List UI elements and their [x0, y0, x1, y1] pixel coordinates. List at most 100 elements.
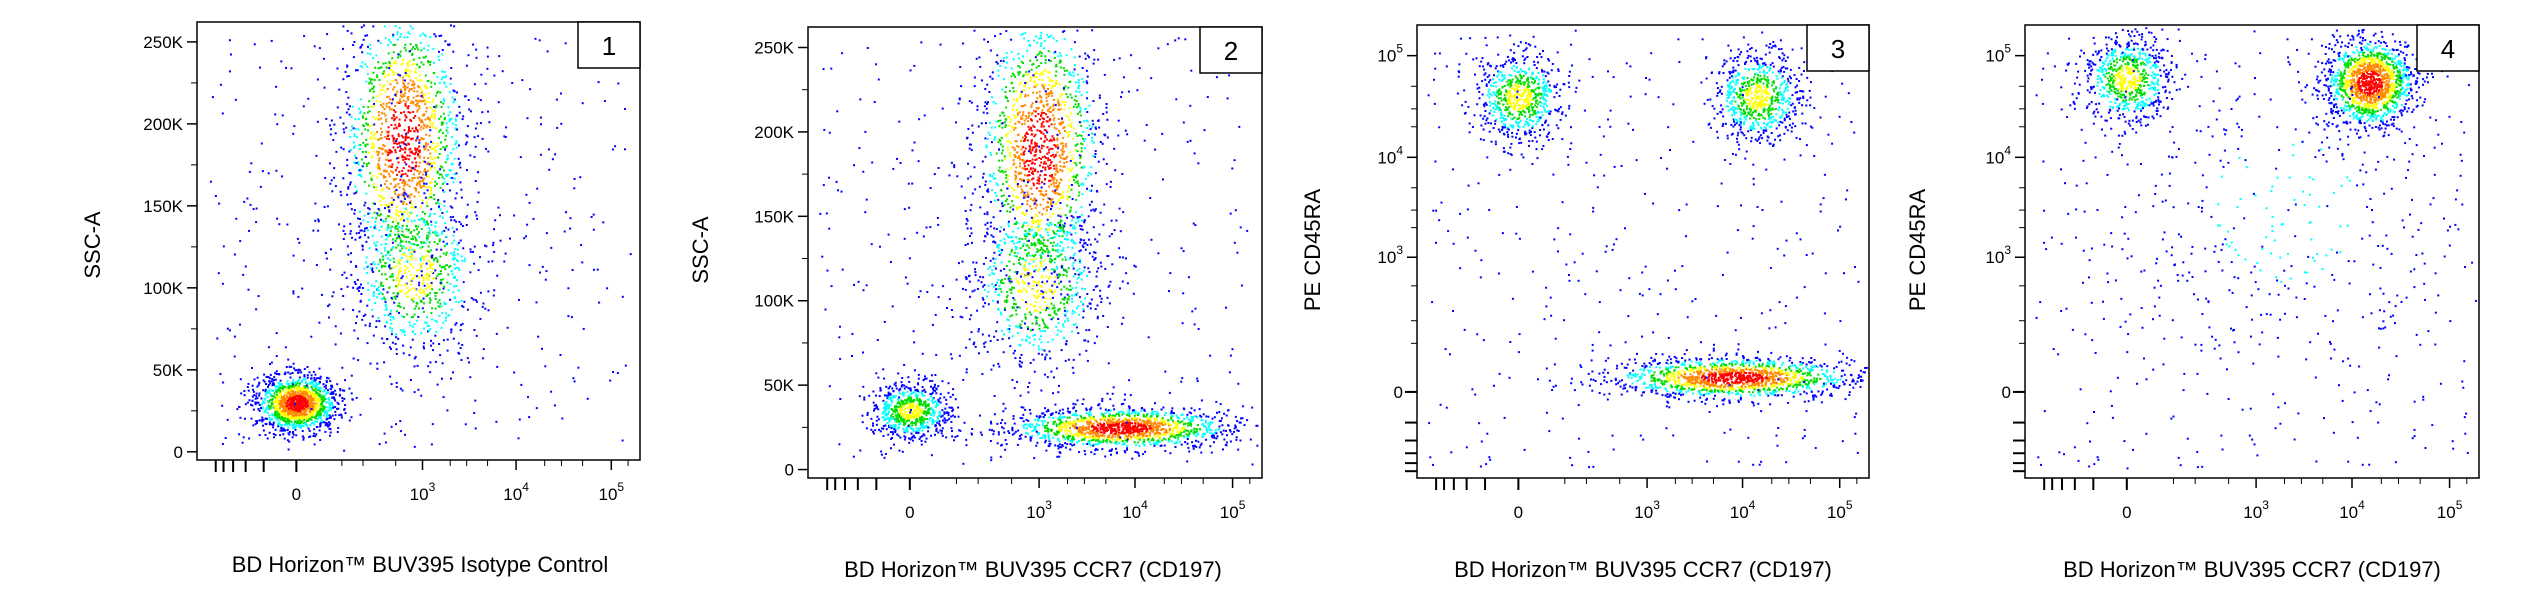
event-dot — [337, 407, 340, 410]
event-dot — [378, 79, 381, 81]
event-dot — [291, 403, 294, 406]
event-dot — [412, 102, 415, 105]
event-dot — [503, 135, 506, 138]
event-dot — [407, 105, 410, 108]
event-dot — [1142, 422, 1145, 425]
event-dot — [404, 74, 407, 77]
event-dot — [307, 416, 310, 419]
event-dot — [293, 125, 296, 128]
event-dot — [375, 100, 378, 103]
event-dot — [300, 415, 303, 418]
event-dot — [442, 121, 445, 124]
event-dot — [410, 100, 413, 103]
event-dot — [267, 404, 270, 407]
event-dot — [521, 79, 524, 82]
event-dot — [343, 225, 346, 228]
event-dot — [396, 228, 399, 230]
event-dot — [377, 167, 380, 170]
event-dot — [481, 137, 484, 140]
event-dot — [355, 69, 357, 72]
event-dot — [260, 397, 263, 400]
event-dot — [865, 427, 868, 430]
event-dot — [1186, 460, 1189, 463]
event-dot — [388, 61, 391, 63]
event-dot — [325, 384, 327, 387]
event-dot — [273, 436, 276, 439]
event-dot — [1209, 445, 1212, 448]
event-dot — [400, 33, 402, 36]
event-dot — [405, 67, 408, 70]
event-dot — [898, 389, 901, 392]
event-dot — [319, 412, 322, 415]
event-dot — [422, 291, 425, 294]
event-dot — [413, 87, 416, 89]
event-dot — [612, 371, 615, 373]
event-dot — [268, 377, 271, 380]
event-dot — [336, 383, 339, 386]
event-dot — [382, 169, 385, 172]
event-dot — [424, 255, 427, 258]
event-dot — [416, 110, 419, 113]
event-dot — [377, 289, 380, 292]
event-dot — [401, 224, 404, 227]
event-dot — [433, 291, 436, 294]
event-dot — [452, 148, 455, 151]
event-dot — [358, 289, 360, 292]
event-dot — [492, 244, 495, 247]
event-dot — [450, 117, 453, 120]
event-dot — [415, 95, 418, 98]
event-dot — [364, 150, 367, 153]
event-dot — [1187, 418, 1190, 421]
event-dot — [329, 408, 332, 411]
event-dot — [375, 245, 377, 247]
event-dot — [418, 74, 421, 77]
event-dot — [285, 382, 288, 385]
event-dot — [325, 393, 328, 395]
event-dot — [440, 305, 443, 308]
event-dot — [570, 316, 573, 319]
event-dot — [422, 138, 425, 140]
event-dot — [899, 408, 902, 411]
event-dot — [349, 181, 352, 184]
event-dot — [375, 188, 378, 191]
event-dot — [400, 239, 402, 242]
event-dot — [1106, 441, 1109, 444]
event-dot — [296, 386, 299, 389]
event-dot — [311, 402, 314, 405]
event-dot — [445, 134, 447, 137]
event-dot — [416, 99, 419, 102]
event-dot — [284, 411, 287, 414]
event-dot — [292, 422, 295, 425]
event-dot — [408, 60, 411, 63]
event-dot — [890, 447, 892, 450]
event-dot — [434, 106, 437, 109]
event-dot — [403, 252, 406, 255]
event-dot — [346, 29, 349, 32]
event-dot — [313, 45, 316, 48]
event-dot — [344, 379, 346, 382]
event-dot — [280, 384, 283, 386]
event-dot — [433, 116, 436, 119]
event-dot — [326, 422, 329, 425]
event-dot — [354, 128, 357, 130]
event-dot — [441, 230, 444, 233]
event-dot — [393, 301, 396, 304]
event-dot — [369, 397, 372, 400]
event-dot — [917, 407, 920, 410]
event-dot — [392, 279, 395, 282]
event-dot — [353, 329, 356, 332]
event-dot — [1095, 430, 1098, 433]
event-dot — [239, 378, 242, 381]
event-dot — [378, 118, 381, 121]
event-dot — [1124, 437, 1127, 440]
event-dot — [316, 403, 319, 406]
event-dot — [887, 387, 890, 390]
event-dot — [418, 307, 420, 310]
event-dot — [244, 417, 246, 420]
event-dot — [364, 145, 367, 148]
event-dot — [421, 202, 424, 205]
event-dot — [350, 374, 353, 377]
event-dot — [477, 269, 480, 272]
event-dot — [436, 383, 439, 386]
